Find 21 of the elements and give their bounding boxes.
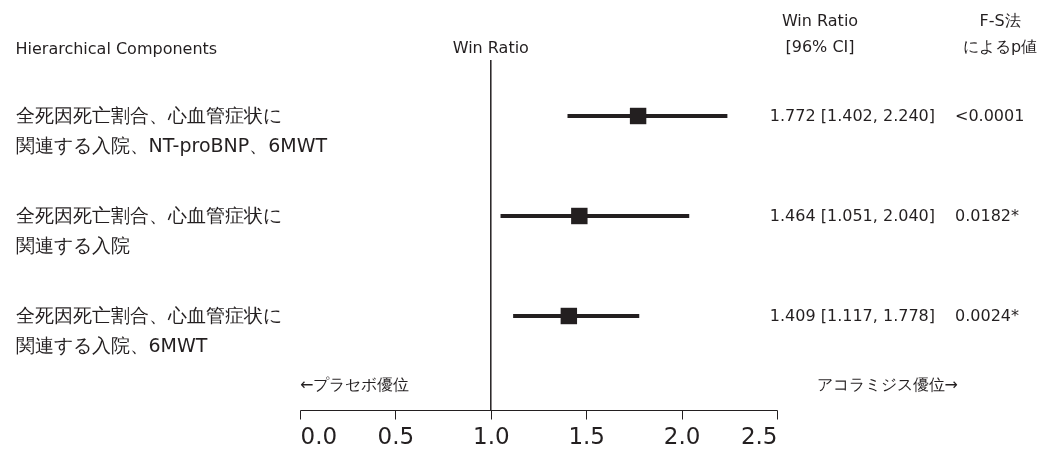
y-tick-label: 全死因死亡割合、心血管症状に関連する入院 (15, 204, 282, 256)
text: 0.0182* (955, 206, 1019, 225)
text: 0.0024* (955, 306, 1019, 325)
x-tick-label: 2.0 (663, 422, 701, 449)
data-label: 1.464 [1.051, 2.040] (769, 206, 935, 225)
data-label: 1.409 [1.117, 1.778] (769, 306, 935, 325)
x-tick-label: 1.0 (473, 422, 510, 449)
x-tick-label: 0.5 (377, 422, 415, 449)
y-tick-label: 全死因死亡割合、心血管症状に関連する入院、NT-proBNP、6MWT (15, 104, 328, 156)
text: <0.0001 (955, 106, 1025, 125)
x-tick-label: 0.0 (300, 422, 338, 449)
text: F-S法によるp値 (962, 11, 1038, 56)
x-tick-label: 1.5 (568, 422, 605, 449)
y-tick-label: 全死因死亡割合、心血管症状に関連する入院、6MWT (15, 304, 282, 356)
text: Win Ratio [96% CI] (781, 11, 859, 56)
text: アコラミジス優位→ (816, 375, 958, 394)
data-label: 1.772 [1.402, 2.240] (769, 106, 935, 125)
y-axis-title: Hierarchical Components (15, 38, 218, 58)
x-tick-label: 2.5 (740, 422, 778, 449)
ref-line-label: Win Ratio (452, 38, 529, 57)
annotation: ←プラセボ優位 (300, 375, 410, 394)
